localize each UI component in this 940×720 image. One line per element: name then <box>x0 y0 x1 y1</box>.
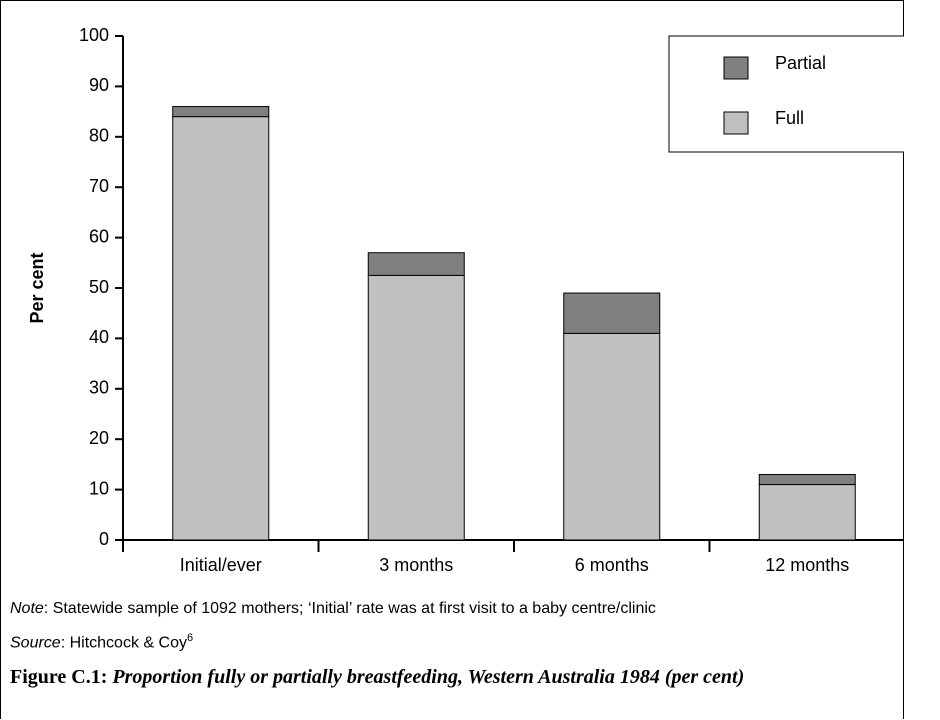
x-tick-label: 3 months <box>379 555 453 575</box>
y-axis-label: Per cent <box>27 252 47 323</box>
y-tick-label: 0 <box>99 529 109 549</box>
bar-segment <box>758 484 856 541</box>
y-tick-label: 70 <box>89 176 109 196</box>
y-tick-label: 30 <box>89 378 109 398</box>
bar-segment <box>172 116 270 541</box>
x-tick-label: Initial/ever <box>180 555 262 575</box>
legend-label: Full <box>775 108 804 128</box>
source-label: Source <box>10 634 61 652</box>
note-label: Note <box>10 600 44 617</box>
y-tick-label: 20 <box>89 428 109 448</box>
y-tick-label: 100 <box>79 25 109 45</box>
source-text: : Hitchcock & Coy <box>60 634 187 652</box>
bar-segment <box>758 473 856 486</box>
chart: Per cent 0 10 20 30 40 50 60 70 80 90 100 Initial/e… <box>27 25 904 575</box>
note: Note: Statewide sample of 1092 mothers; … <box>10 600 656 618</box>
legend-swatch <box>723 111 749 135</box>
x-tick-label: 12 months <box>765 555 849 575</box>
note-text: : Statewide sample of 1092 mothers; ‘Ini… <box>43 600 656 617</box>
legend-box <box>668 35 904 153</box>
source-ref: 6 <box>186 632 194 644</box>
bar-segment <box>367 274 465 541</box>
legend-label: Partial <box>775 53 826 73</box>
y-tick-label: 80 <box>89 126 109 146</box>
bar-segment <box>367 252 465 276</box>
x-tick-label: 6 months <box>575 555 649 575</box>
y-tick-label: 60 <box>89 226 109 246</box>
figure-number: Figure C.1: <box>10 666 108 688</box>
y-tick-label: 40 <box>89 327 109 347</box>
y-tick-label: 10 <box>89 478 109 498</box>
bar-segment <box>563 292 661 334</box>
frame <box>0 0 904 719</box>
figure-caption: Figure C.1: Proportion fully or partiall… <box>10 666 890 688</box>
legend-swatch <box>723 56 749 80</box>
source: Source: Hitchcock & Coy6 <box>10 632 193 652</box>
bar-segment <box>563 332 661 541</box>
y-tick-label: 50 <box>89 277 109 297</box>
figure-title: Proportion fully or partially breastfeed… <box>112 666 745 688</box>
bar-segment <box>172 106 270 118</box>
y-tick-label: 90 <box>89 75 109 95</box>
